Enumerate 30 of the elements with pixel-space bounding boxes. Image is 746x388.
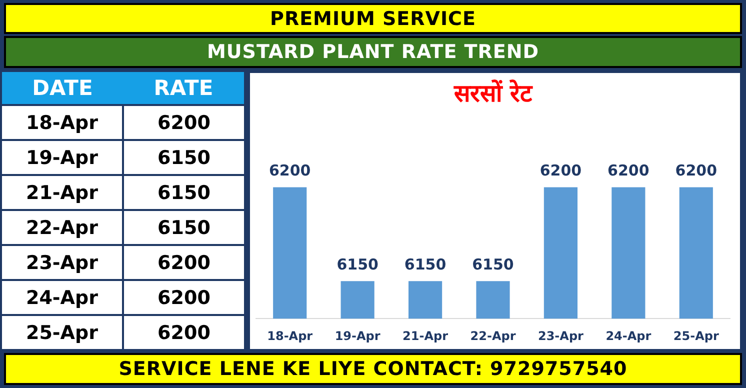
text: 18-Apr [2,106,124,139]
text: 21-Apr [2,176,124,209]
data-label: 6200 [675,162,718,180]
x-tick-label: 19-Apr [334,328,380,343]
text: DATE [31,75,94,102]
text: 19-Apr [2,141,124,174]
chart-title: सरसों रेट [452,80,534,108]
x-tick-label: 23-Apr [538,328,584,343]
data-label: 6200 [268,162,311,180]
text: 6200 [156,320,212,346]
data-label: 6150 [336,255,378,274]
text: 6200 [156,286,212,310]
x-tick-label: 24-Apr [606,328,652,343]
data-label: 6150 [472,255,514,274]
text: RATE [152,75,214,102]
text: 22-Apr [2,211,124,244]
text: 6150 [156,146,212,170]
text: 24-Apr [2,281,124,314]
data-label: 6200 [540,162,582,180]
x-tick-label: 21-Apr [402,328,448,343]
data-label: 6150 [404,255,446,274]
x-tick-label: 18-Apr [267,328,313,343]
data-label: 6200 [608,162,650,180]
text: 6200 [156,110,212,136]
text: 6150 [156,216,212,240]
text: 6150 [156,180,212,206]
text: 6200 [156,250,212,276]
x-tick-label: 22-Apr [470,328,516,343]
text: 23-Apr [2,246,124,279]
x-tick-label: 25-Apr [673,328,719,343]
